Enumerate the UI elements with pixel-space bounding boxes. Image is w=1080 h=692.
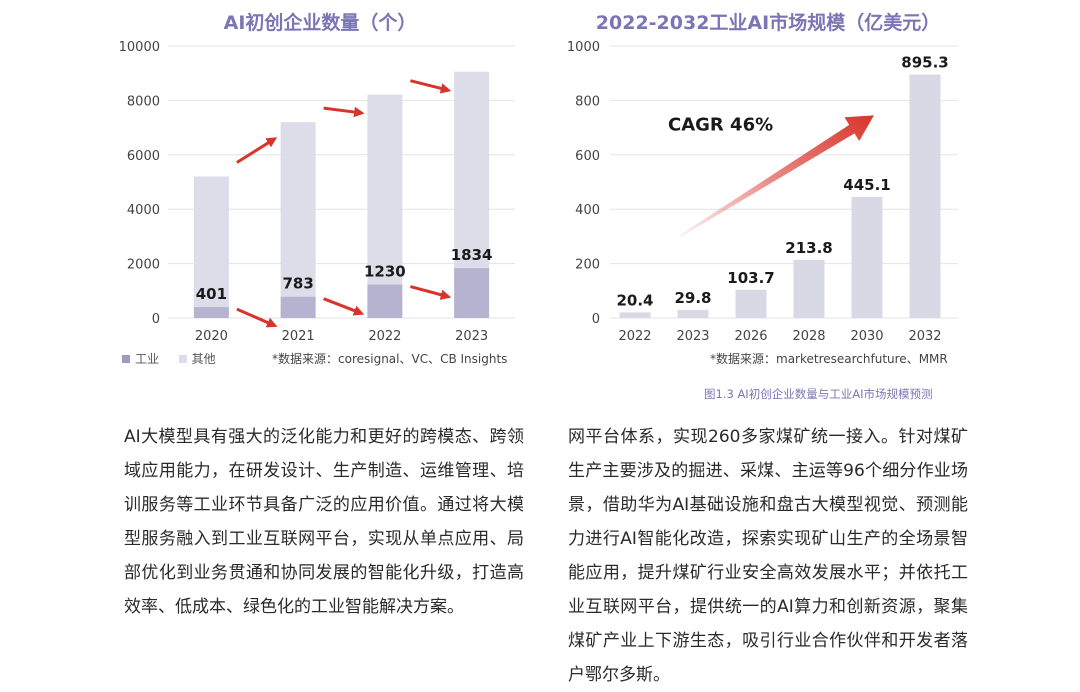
c1-data-label: 1834 xyxy=(451,246,493,264)
c2-xtick: 2022 xyxy=(618,329,651,344)
chart1-legend: 工业 其他 xyxy=(122,350,216,367)
legend-swatch-industry xyxy=(122,355,130,363)
c1-growth-arrow-top xyxy=(323,106,365,118)
c1-bar-industry xyxy=(193,307,229,318)
c1-bar-industry xyxy=(367,284,403,318)
c2-xtick: 2032 xyxy=(908,329,941,344)
c1-ytick: 4000 xyxy=(127,203,160,218)
body-text-left: AI大模型具有强大的泛化能力和更好的跨模态、跨领域应用能力，在研发设计、生产制造… xyxy=(124,420,524,624)
chart2-title: 2022-2032工业AI市场规模（亿美元） xyxy=(595,12,941,34)
c1-bar-other xyxy=(193,176,229,308)
c1-ytick: 10000 xyxy=(119,40,160,55)
chart2-source: *数据来源：marketresearchfuture、MMR xyxy=(710,352,948,366)
c1-growth-arrow-bottom xyxy=(236,307,278,328)
c1-ytick: 2000 xyxy=(127,258,160,273)
paragraph-right: 网平台体系，实现260多家煤矿统一接入。针对煤矿生产主要涉及的掘进、采煤、主运等… xyxy=(568,427,968,685)
c1-bar-industry xyxy=(280,296,316,318)
c2-xtick: 2023 xyxy=(676,329,709,344)
c2-bar xyxy=(793,259,825,318)
c1-xtick: 2020 xyxy=(195,329,228,344)
c1-bar-other xyxy=(280,122,316,297)
c2-bar xyxy=(677,309,709,318)
c1-ytick: 0 xyxy=(152,312,160,327)
chart1-source: *数据来源：coresignal、VC、CB Insights xyxy=(272,352,508,366)
chart1-title: AI初创企业数量（个） xyxy=(223,12,417,34)
c1-growth-arrow-bottom xyxy=(409,285,452,300)
c2-ytick: 600 xyxy=(575,149,600,164)
c2-data-label: 213.8 xyxy=(785,239,832,257)
c1-growth-arrow-top xyxy=(236,137,278,164)
c1-xtick: 2023 xyxy=(455,329,488,344)
c1-ytick: 6000 xyxy=(127,149,160,164)
c2-data-label: 895.3 xyxy=(901,53,948,71)
cagr-annotation: CAGR 46% xyxy=(668,114,773,135)
c2-bar xyxy=(735,289,767,318)
c1-data-label: 1230 xyxy=(364,263,406,281)
figure-caption: 图1.3 AI初创企业数量与工业AI市场规模预测 xyxy=(704,387,933,401)
c1-data-label: 783 xyxy=(282,275,313,293)
paragraph-left: AI大模型具有强大的泛化能力和更好的跨模态、跨领域应用能力，在研发设计、生产制造… xyxy=(124,427,524,617)
legend-swatch-other xyxy=(178,355,187,363)
body-text-right: 网平台体系，实现260多家煤矿统一接入。针对煤矿生产主要涉及的掘进、采煤、主运等… xyxy=(568,420,968,692)
legend-label-other: 其他 xyxy=(191,352,216,366)
cagr-arrow xyxy=(679,115,874,238)
market-size-chart: 0 200 400 600 800 1000 20.4 2022 29.8 2023 103.7 20… xyxy=(567,40,958,344)
c2-ytick: 0 xyxy=(592,312,600,327)
c1-xtick: 2022 xyxy=(368,329,401,344)
c2-data-label: 103.7 xyxy=(727,269,774,287)
c1-ytick: 8000 xyxy=(127,94,160,109)
c2-ytick: 800 xyxy=(575,94,600,109)
c1-xtick: 2021 xyxy=(282,329,315,344)
c2-data-label: 445.1 xyxy=(843,176,890,194)
c2-xtick: 2030 xyxy=(850,329,883,344)
c2-bar xyxy=(909,74,941,319)
c2-data-label: 20.4 xyxy=(616,291,653,309)
c2-xtick: 2028 xyxy=(792,329,825,344)
c2-data-label: 29.8 xyxy=(674,289,711,307)
c1-data-label: 401 xyxy=(196,285,227,303)
c2-ytick: 400 xyxy=(575,203,600,218)
c2-ytick: 200 xyxy=(575,258,600,273)
c1-growth-arrow-bottom xyxy=(323,297,365,316)
c2-bar xyxy=(851,196,883,318)
c1-bar-other xyxy=(367,94,403,285)
c2-ytick: 1000 xyxy=(567,40,600,55)
c2-xtick: 2026 xyxy=(734,329,767,344)
c1-growth-arrow-top xyxy=(410,79,452,94)
legend-label-industry: 工业 xyxy=(135,352,160,366)
c2-bar xyxy=(619,312,651,318)
charts-canvas: 0200040006000800010000401202078320211230… xyxy=(119,40,958,344)
c1-bar-industry xyxy=(454,268,490,318)
startup-count-chart: 0 2000 4000 6000 8000 10000 401 2020 783 2021 1230… xyxy=(119,40,515,344)
c1-bar-other xyxy=(454,71,490,269)
